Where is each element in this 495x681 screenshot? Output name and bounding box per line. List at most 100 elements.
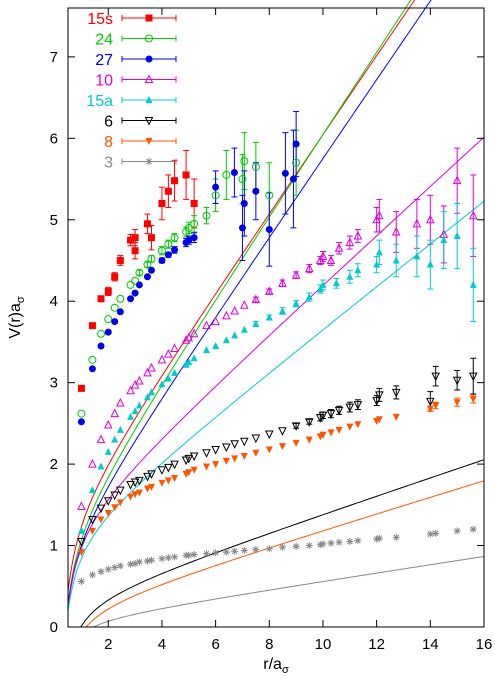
fit-curve-24	[67, 0, 412, 604]
data-point	[147, 388, 155, 396]
data-point	[110, 303, 119, 312]
data-point	[375, 534, 383, 542]
data-point	[164, 187, 172, 195]
data-point	[230, 305, 239, 315]
data-point	[468, 210, 478, 220]
data-point	[426, 214, 435, 224]
data-point	[171, 474, 179, 482]
data-point	[131, 559, 139, 567]
data-point	[432, 402, 440, 410]
data-point	[116, 256, 124, 264]
data-point	[392, 533, 400, 541]
data-point	[292, 140, 300, 148]
data-point	[164, 251, 172, 259]
data-point	[412, 218, 422, 228]
data-point	[278, 278, 287, 287]
legend-entry-6: 6	[104, 114, 177, 131]
data-point	[88, 515, 97, 525]
y-tick-label: 7	[50, 49, 58, 66]
data-point	[164, 554, 172, 562]
data-point	[135, 401, 143, 409]
error-bars	[105, 110, 477, 429]
data-point	[97, 329, 106, 338]
data-point	[143, 260, 152, 269]
data-point	[131, 247, 139, 255]
data-point	[327, 539, 335, 547]
data-point	[157, 246, 166, 255]
data-point	[97, 568, 105, 576]
data-point	[88, 527, 96, 535]
y-tick-label: 5	[50, 212, 58, 229]
data-point	[318, 411, 328, 421]
data-point	[127, 295, 135, 303]
legend-marker	[144, 117, 154, 126]
series-15s	[77, 171, 198, 392]
data-point	[171, 553, 179, 561]
data-point	[292, 299, 300, 307]
data-point	[327, 429, 335, 437]
data-point	[116, 425, 124, 433]
data-point	[131, 289, 139, 297]
data-point	[189, 452, 199, 462]
data-point	[240, 452, 248, 460]
x-tick-label: 4	[158, 636, 166, 653]
data-point	[345, 237, 355, 247]
series-15a	[77, 232, 477, 534]
series-8	[77, 395, 477, 557]
data-point	[326, 410, 336, 419]
data-point	[354, 421, 362, 429]
legend-marker	[145, 138, 153, 145]
data-point	[251, 162, 260, 171]
data-point	[143, 220, 151, 228]
data-point	[185, 551, 193, 559]
data-point	[190, 551, 198, 559]
data-point	[171, 177, 179, 185]
data-point	[413, 252, 421, 260]
data-point	[131, 276, 140, 285]
legend-label: 24	[95, 32, 113, 49]
data-point	[77, 501, 86, 510]
data-point	[345, 403, 355, 413]
legend-entry-15s: 15s	[87, 11, 177, 28]
data-point	[126, 385, 135, 395]
data-point	[238, 224, 246, 232]
legend-entry-3: 3	[104, 155, 177, 172]
data-point	[265, 545, 273, 553]
data-point	[185, 236, 193, 244]
data-point	[135, 476, 144, 486]
data-point	[240, 325, 248, 333]
fit-curve-3	[68, 555, 485, 628]
data-point	[88, 365, 96, 373]
data-point	[104, 328, 112, 336]
data-point	[240, 546, 248, 554]
data-point	[240, 199, 248, 207]
legend-label: 27	[95, 52, 113, 69]
data-point	[373, 535, 381, 543]
data-point	[170, 460, 179, 470]
data-point	[222, 336, 230, 344]
data-point	[468, 372, 478, 382]
x-axis-label-main: r/a	[263, 656, 282, 673]
data-point	[305, 436, 313, 444]
data-point	[212, 549, 220, 557]
data-point	[375, 391, 384, 400]
data-point	[164, 240, 173, 249]
legend-label: 10	[95, 73, 113, 90]
data-point	[469, 280, 477, 288]
data-point	[126, 280, 135, 289]
data-point	[96, 434, 106, 444]
data-point	[88, 571, 96, 579]
data-point	[252, 320, 260, 328]
data-point	[182, 227, 191, 236]
data-point	[334, 243, 344, 252]
data-point	[202, 449, 211, 458]
legend-entry-27: 27	[95, 52, 177, 69]
data-point	[316, 284, 324, 292]
series-24	[77, 157, 301, 418]
legend-marker	[145, 55, 153, 63]
data-point	[251, 434, 261, 444]
data-point	[77, 409, 86, 418]
data-point	[319, 540, 327, 548]
data-point	[222, 443, 231, 453]
